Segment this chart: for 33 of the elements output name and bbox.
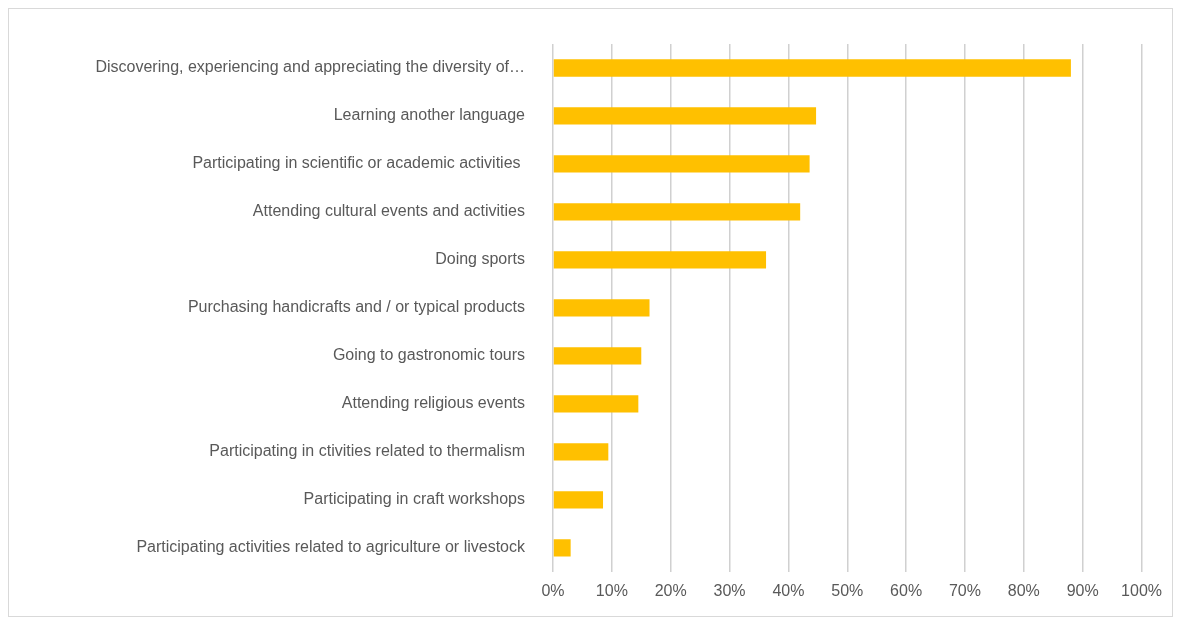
bar <box>553 491 604 509</box>
x-tick-label: 90% <box>1066 581 1099 599</box>
bar <box>553 443 609 461</box>
bar <box>553 251 767 269</box>
bar <box>553 107 817 125</box>
x-tick-label: 70% <box>948 581 981 599</box>
y-tick-label: Attending cultural events and activities <box>252 202 525 220</box>
y-tick-label: Participating in craft workshops <box>303 490 525 508</box>
x-tick-label: 20% <box>654 581 687 599</box>
bar <box>553 203 801 221</box>
bar <box>553 539 571 557</box>
bar <box>553 347 642 365</box>
x-tick-label: 10% <box>595 581 628 599</box>
x-tick-label: 60% <box>890 581 923 599</box>
bar <box>553 299 650 317</box>
y-tick-label: Learning another language <box>333 106 526 124</box>
y-tick-label: Discovering, experiencing and appreciating the diversity of… <box>95 58 525 76</box>
x-tick-label: 0% <box>541 581 565 599</box>
x-tick-label: 50% <box>831 581 864 599</box>
y-tick-label: Purchasing handicrafts and / or typical products <box>187 298 525 316</box>
bar <box>553 155 810 173</box>
x-tick-label: 40% <box>772 581 805 599</box>
y-tick-label: Going to gastronomic tours <box>332 346 525 364</box>
y-tick-label: Participating in scientific or academic activities <box>192 154 525 172</box>
x-tick-label: 30% <box>713 581 746 599</box>
y-tick-label: Doing sports <box>435 250 525 268</box>
y-tick-label: Attending religious events <box>341 394 525 412</box>
bar <box>553 59 1071 77</box>
y-tick-label: Participating activities related to agriculture or livestock <box>136 538 526 556</box>
x-tick-label: 80% <box>1007 581 1040 599</box>
y-tick-label: Participating in ctivities related to thermalism <box>209 442 525 460</box>
x-tick-label: 100% <box>1121 581 1162 599</box>
bar <box>553 395 639 413</box>
